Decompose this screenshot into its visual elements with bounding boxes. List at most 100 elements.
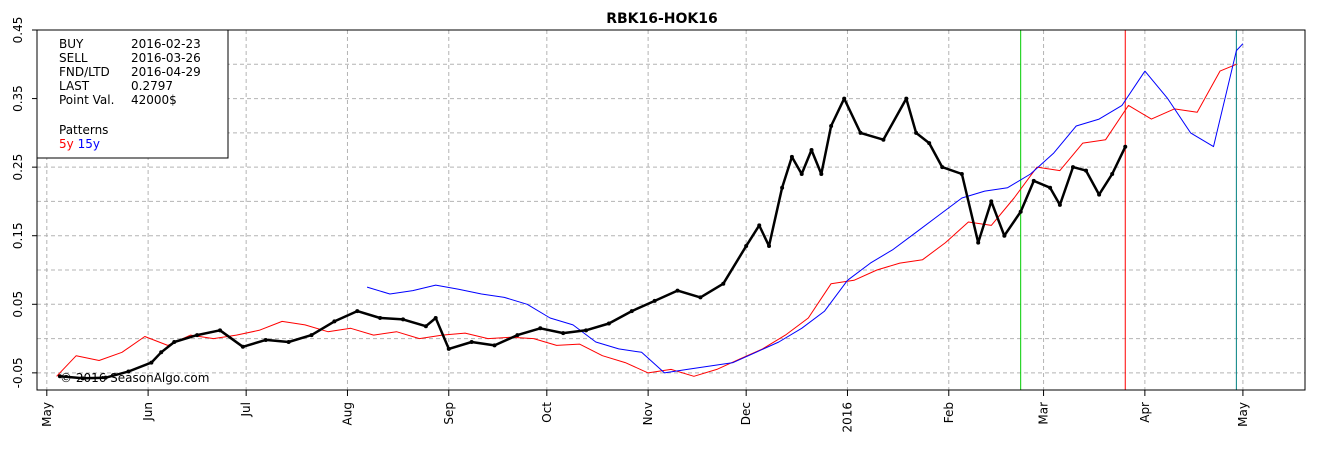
legend-5y: 5y (59, 137, 74, 151)
data-point (904, 96, 909, 101)
info-pointval-value: 42000$ (131, 93, 177, 107)
x-tick-label: May (40, 402, 54, 427)
data-point (172, 340, 177, 344)
data-point (1002, 233, 1007, 238)
data-point (1070, 165, 1075, 170)
info-fnd-label: FND/LTD (59, 65, 110, 79)
data-point (809, 148, 814, 152)
data-point (286, 340, 291, 344)
data-point (940, 165, 945, 170)
x-tick-label: Aug (340, 402, 354, 425)
x-tick-label: Jul (239, 402, 253, 417)
data-point (976, 240, 981, 245)
data-point (401, 317, 406, 322)
data-point (819, 172, 824, 176)
data-point (675, 288, 680, 293)
data-point (780, 185, 785, 190)
data-point (126, 369, 131, 374)
series-line-15y (366, 43, 1244, 374)
y-tick-label: 0.05 (11, 291, 25, 318)
info-box-frame (36, 29, 229, 159)
data-point (789, 154, 794, 159)
data-point (218, 328, 223, 333)
x-tick-label: Feb (942, 402, 956, 423)
data-point (309, 333, 314, 338)
data-point (515, 333, 520, 338)
data-point (1123, 144, 1128, 149)
info-sell-value: 2016-03-26 (131, 51, 201, 65)
data-point (989, 199, 994, 204)
info-last-label: LAST (59, 79, 90, 93)
data-point (584, 328, 589, 333)
x-tick-label: Jun (141, 402, 155, 422)
x-tick-label: Mar (1037, 402, 1051, 425)
data-point (858, 130, 863, 135)
data-point (757, 223, 762, 228)
info-buy-label: BUY (59, 37, 84, 51)
data-point (263, 337, 268, 342)
info-fnd-value: 2016-04-29 (131, 65, 201, 79)
data-point (355, 309, 360, 314)
data-point (103, 375, 108, 380)
plot-frame (36, 29, 1306, 391)
grid (37, 29, 1305, 390)
x-tick-label: Nov (641, 402, 655, 425)
y-tick-label: 0.15 (11, 222, 25, 249)
x-tick-label: Dec (739, 402, 753, 425)
y-tick-label: -0.05 (11, 357, 25, 388)
data-point (378, 316, 383, 320)
y-tick-label: 0.25 (11, 154, 25, 181)
data-point (433, 316, 438, 320)
x-tick-label: May (1236, 402, 1250, 427)
axis-ticks: -0.05 0.05 0.15 0.25 0.35 0.45 May Jun Jul Aug Sep… (11, 17, 1250, 433)
data-point (561, 331, 566, 336)
x-tick-label: Oct (540, 402, 554, 423)
data-point (799, 172, 804, 176)
data-point (538, 326, 543, 331)
data-point (1018, 209, 1023, 214)
data-point (80, 376, 85, 381)
info-box: BUY 2016-02-23 SELL 2016-03-26 FND/LTD 2… (36, 29, 229, 159)
x-tick-label: Apr (1138, 402, 1152, 423)
data-point (1110, 172, 1115, 176)
data-point (629, 309, 634, 314)
copyright-text: © 2016 SeasonAlgo.com (60, 371, 209, 385)
series-line-5y (56, 63, 1237, 377)
data-point (446, 346, 451, 351)
info-last-value: 0.2797 (131, 79, 173, 93)
data-point (721, 281, 726, 286)
x-tick-label: Sep (442, 402, 456, 425)
series-lines (56, 43, 1244, 381)
data-point (652, 298, 657, 303)
data-point (1031, 178, 1036, 183)
data-point (744, 244, 749, 248)
info-buy-value: 2016-02-23 (131, 37, 201, 51)
event-lines (1020, 30, 1237, 390)
info-patterns-label: Patterns (59, 123, 108, 137)
data-point (149, 360, 154, 365)
data-point (767, 244, 772, 248)
chart-title: RBK16-HOK16 (606, 11, 718, 27)
y-tick-label: 0.35 (11, 85, 25, 112)
data-point (492, 343, 497, 348)
data-point (423, 324, 428, 329)
data-point (881, 137, 886, 142)
data-point (469, 340, 474, 344)
data-point (57, 374, 62, 379)
info-pointval-label: Point Val. (59, 93, 114, 107)
x-tick-label: 2016 (840, 402, 854, 433)
data-point (698, 295, 703, 300)
data-point (914, 130, 919, 135)
data-point (240, 344, 245, 349)
legend-15y: 15y (78, 137, 100, 151)
data-point (159, 350, 164, 355)
data-point (927, 141, 932, 146)
data-point (606, 321, 611, 326)
info-sell-label: SELL (59, 51, 88, 65)
data-point (332, 319, 337, 324)
data-point (195, 333, 200, 338)
data-point (842, 96, 847, 101)
data-point (1097, 192, 1102, 197)
info-patterns-legend: 5y 15y (59, 137, 100, 151)
